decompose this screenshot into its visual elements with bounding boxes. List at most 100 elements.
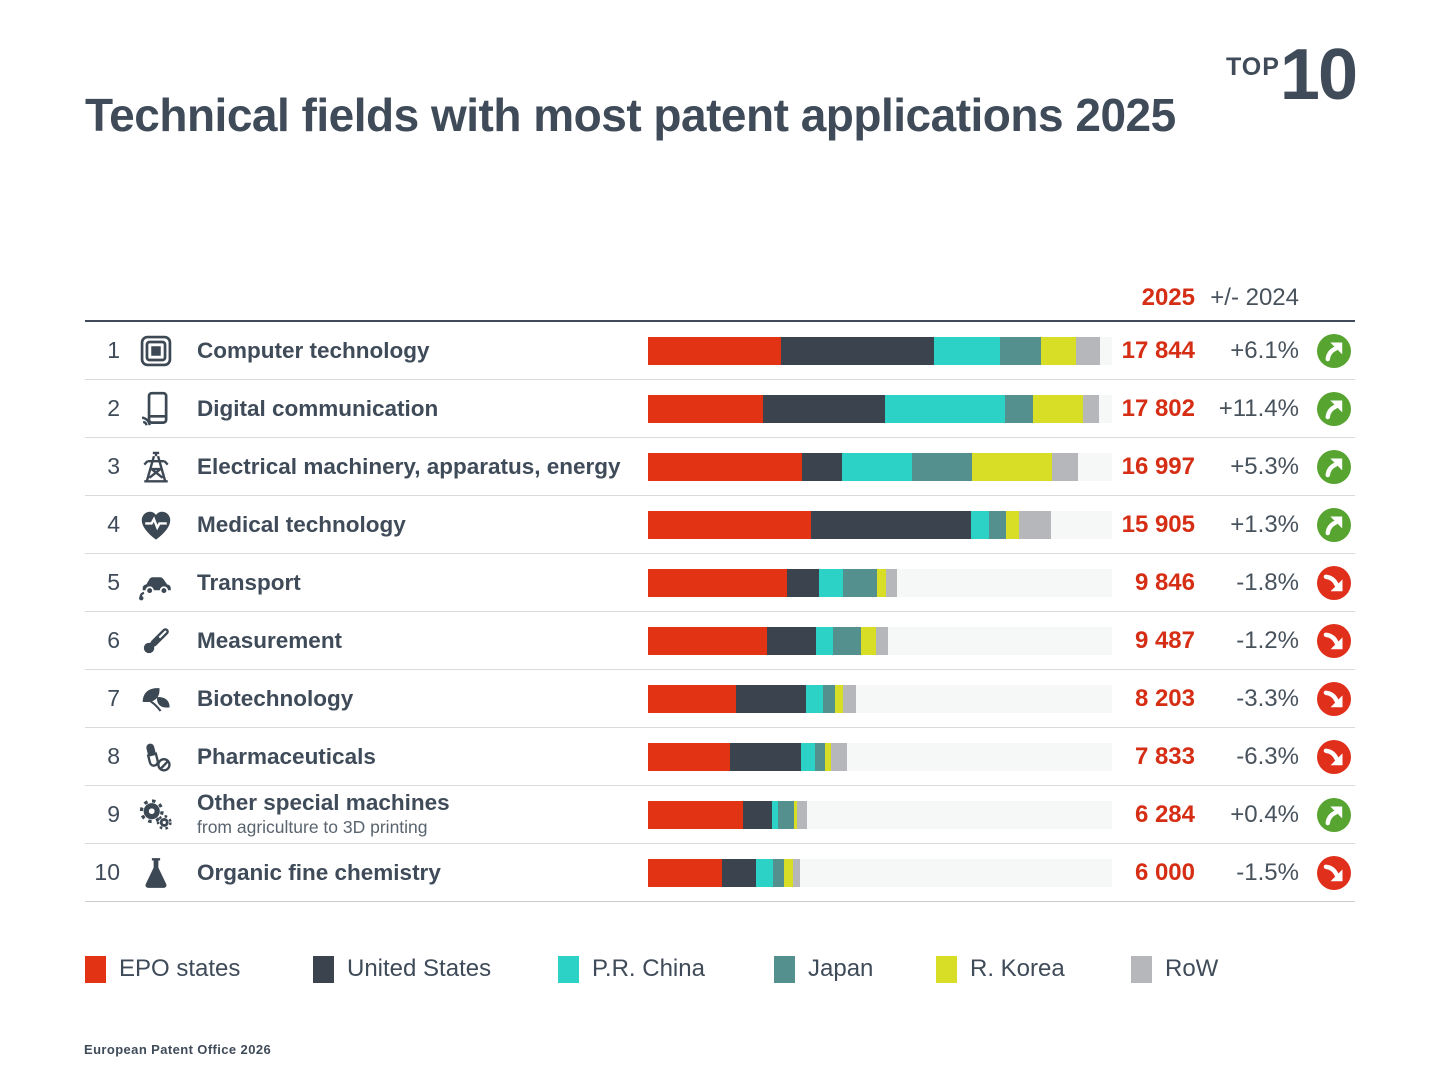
bar-segment xyxy=(815,742,826,771)
bar-segment xyxy=(794,800,798,829)
row-rank: 1 xyxy=(107,337,120,363)
change-percent: -3.3% xyxy=(1236,684,1299,712)
table-row: 7 Biotechnology 8 203 -3.3% xyxy=(85,670,1355,728)
bar-segment xyxy=(876,626,889,655)
table-row: 5 Transport 9 846 -1.8% xyxy=(85,554,1355,612)
source-note: European Patent Office 2026 xyxy=(84,1042,272,1057)
change-percent: -6.3% xyxy=(1236,742,1299,770)
stacked-bar xyxy=(648,742,1112,771)
bar-segment xyxy=(778,800,795,829)
field-name: Computer technology xyxy=(197,337,430,363)
bar-segment xyxy=(831,742,847,771)
legend-swatch xyxy=(85,955,106,983)
bar-segment xyxy=(971,452,1053,481)
bar-segment xyxy=(816,626,834,655)
bar-segment xyxy=(805,684,823,713)
bar-segment xyxy=(843,568,878,597)
stacked-bar xyxy=(648,568,1112,597)
bar-segment xyxy=(735,684,806,713)
legend-label: RoW xyxy=(1165,955,1219,982)
bar-segment xyxy=(1076,336,1100,365)
field-name: Organic fine chemistry xyxy=(197,859,441,885)
bar-segment xyxy=(648,568,788,597)
row-rank: 3 xyxy=(107,453,120,479)
legend-swatch xyxy=(1131,955,1152,983)
column-header-2025: 2025 xyxy=(1141,284,1195,311)
field-name: Measurement xyxy=(197,627,343,653)
bar-segment xyxy=(648,800,744,829)
bar-segment xyxy=(755,858,773,887)
field-name: Transport xyxy=(197,569,301,595)
bar-segment xyxy=(885,394,1005,423)
legend: EPO states United States P.R. China Japan R.… xyxy=(0,955,1440,989)
trend-down-icon xyxy=(1307,681,1355,716)
column-header-change: +/- 2024 xyxy=(1210,284,1299,311)
change-percent: +6.1% xyxy=(1230,336,1299,364)
legend-item: United States xyxy=(313,955,491,983)
trend-up-icon xyxy=(1307,333,1355,368)
pills-icon xyxy=(125,738,187,776)
bar-segment xyxy=(648,510,811,539)
top10-number: 10 xyxy=(1279,35,1358,115)
legend-item: P.R. China xyxy=(558,955,705,983)
field-name: Digital communication xyxy=(197,395,439,421)
bar-segment xyxy=(648,742,730,771)
bar-segment xyxy=(763,394,885,423)
bar-segment xyxy=(911,452,972,481)
pylon-icon xyxy=(125,448,187,486)
chip-icon xyxy=(125,332,187,370)
stacked-bar xyxy=(648,858,1112,887)
bar-segment xyxy=(989,510,1007,539)
bar-segment xyxy=(772,858,784,887)
legend-label: United States xyxy=(347,955,492,982)
row-rank: 9 xyxy=(107,801,120,827)
electric-car-icon xyxy=(125,564,187,602)
change-percent: +0.4% xyxy=(1230,800,1299,828)
legend-swatch xyxy=(313,955,334,983)
row-rank: 5 xyxy=(107,569,120,595)
flask-icon xyxy=(125,854,187,892)
change-percent: -1.5% xyxy=(1236,858,1299,886)
leaves-icon xyxy=(125,680,187,718)
legend-item: R. Korea xyxy=(936,955,1065,983)
bar-segment xyxy=(1004,394,1033,423)
bar-segment xyxy=(1000,336,1042,365)
change-percent: +11.4% xyxy=(1218,394,1299,422)
bar-segment xyxy=(801,742,816,771)
value-2025: 6 000 xyxy=(1134,858,1195,886)
bar-segment xyxy=(877,568,887,597)
stacked-bar xyxy=(648,800,1112,829)
bar-segment xyxy=(648,336,781,365)
bar-segment xyxy=(841,452,912,481)
bar-segment xyxy=(833,626,862,655)
row-rank: 10 xyxy=(94,859,120,885)
value-2025: 16 997 xyxy=(1121,452,1195,480)
bar-segment xyxy=(721,858,756,887)
legend-swatch xyxy=(936,955,957,983)
stacked-bar xyxy=(648,394,1112,423)
trend-down-icon xyxy=(1307,565,1355,600)
bar-segment xyxy=(886,568,898,597)
value-2025: 17 802 xyxy=(1121,394,1195,422)
field-subtitle: from agriculture to 3D printing xyxy=(197,816,428,837)
bar-segment xyxy=(792,858,800,887)
bar-segment xyxy=(819,568,844,597)
change-percent: +1.3% xyxy=(1230,510,1299,538)
bar-segment xyxy=(834,684,843,713)
stacked-bar xyxy=(648,626,1112,655)
bar-segment xyxy=(861,626,877,655)
bar-segment xyxy=(648,626,768,655)
field-name: Pharmaceuticals xyxy=(197,743,376,769)
bar-segment xyxy=(767,626,817,655)
table-header: 2025 +/- 2024 xyxy=(85,268,1355,322)
row-rank: 4 xyxy=(107,511,120,537)
stacked-bar xyxy=(648,684,1112,713)
bar-segment xyxy=(783,858,793,887)
bar-segment xyxy=(772,800,779,829)
trend-down-icon xyxy=(1307,855,1355,890)
gears-icon xyxy=(125,796,187,834)
top10-word: TOP xyxy=(1225,53,1280,81)
bar-segment xyxy=(825,742,832,771)
row-rank: 2 xyxy=(107,395,120,421)
smartphone-icon xyxy=(125,390,187,428)
